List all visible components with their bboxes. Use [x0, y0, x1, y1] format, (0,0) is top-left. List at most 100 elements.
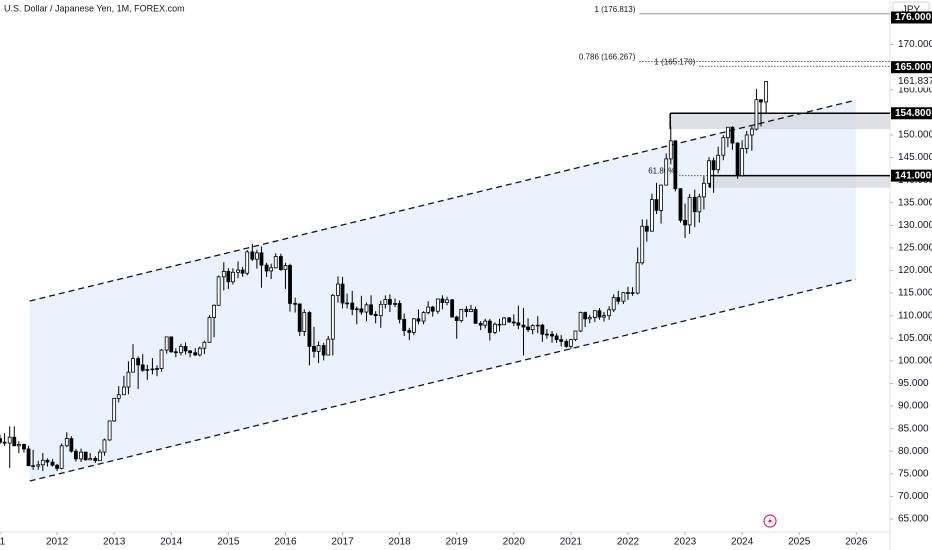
candle-body — [312, 345, 316, 352]
y-tick-label: 135.000 — [898, 197, 932, 208]
fib-label: 61.80% — [648, 167, 675, 176]
candle-body — [364, 304, 369, 313]
y-tick-label: 105.000 — [898, 333, 932, 344]
candle-body — [273, 256, 278, 269]
candle-body — [136, 358, 141, 366]
candle-body — [464, 308, 469, 313]
candle-body — [511, 321, 516, 324]
candle-body — [40, 459, 45, 466]
level-label: 165.000 — [895, 62, 932, 73]
y-tick-label: 130.000 — [898, 220, 932, 231]
candle-body — [416, 318, 421, 322]
candle-body — [212, 304, 216, 318]
candle-body — [640, 225, 645, 264]
level-label: 141.000 — [895, 170, 932, 181]
candle-body — [155, 368, 159, 370]
channel-fill — [29, 100, 856, 482]
candle-body — [245, 251, 250, 274]
currency[interactable]: JPY — [902, 5, 921, 16]
candle-body — [216, 276, 221, 306]
x-tick-label: 2023 — [674, 537, 697, 548]
candle-body — [654, 199, 659, 211]
candle-body — [264, 264, 269, 272]
zone — [710, 175, 890, 188]
x-tick-label: 2017 — [331, 537, 354, 548]
candle-body — [721, 137, 726, 156]
candle-body — [530, 325, 535, 331]
y-tick-label: 125.000 — [898, 243, 932, 254]
candle-body — [473, 308, 478, 324]
fib-label: 1 (165.170) — [654, 58, 695, 67]
candle-body — [388, 299, 392, 305]
candle-body — [64, 438, 69, 447]
candle-body — [193, 352, 198, 356]
candle-body — [707, 160, 711, 184]
candle-body — [535, 324, 540, 327]
candle-body — [764, 81, 769, 103]
level-box — [891, 169, 932, 182]
candle-body — [173, 351, 178, 354]
last-price-box — [891, 75, 932, 88]
x-tick-label: 2012 — [46, 537, 69, 548]
candle-body — [183, 345, 188, 352]
candle-body — [121, 386, 126, 396]
candle-body — [430, 306, 435, 312]
candle-body — [459, 308, 464, 322]
candle-body — [749, 128, 754, 136]
candle-body — [12, 436, 17, 447]
candle-body — [564, 341, 569, 347]
candle-body — [521, 324, 526, 328]
candle-body — [735, 142, 740, 177]
candle-body — [630, 292, 635, 294]
candle-body — [616, 297, 621, 302]
candle-body — [221, 270, 226, 278]
candle-body — [22, 444, 26, 450]
y-tick-label: 70.000 — [898, 491, 929, 502]
candle-body — [330, 294, 335, 340]
candle-body — [611, 297, 616, 311]
candle-body — [592, 310, 597, 318]
candle-body — [55, 464, 59, 469]
y-tick-label: 115.000 — [898, 288, 932, 299]
x-tick-label: 2014 — [160, 537, 183, 548]
candle-body — [559, 339, 564, 342]
level-label: 154.800 — [895, 108, 932, 119]
candle-body — [140, 364, 145, 371]
candle-body — [545, 333, 549, 336]
candle-body — [79, 451, 83, 460]
candle-body — [7, 436, 12, 444]
x-tick-label: 2018 — [388, 537, 411, 548]
candle-body — [421, 312, 426, 322]
fib-label: 1 (176.813) — [594, 5, 635, 14]
candle-body — [126, 371, 131, 388]
candle-body — [573, 330, 578, 341]
candle-body — [373, 313, 378, 317]
candle-body — [664, 158, 669, 186]
candle-body — [283, 265, 288, 270]
level-box — [891, 61, 932, 74]
candle-body — [644, 225, 649, 232]
candle-body — [602, 315, 606, 318]
candle-body — [345, 302, 349, 305]
candle-body — [369, 304, 373, 315]
candle-body — [497, 323, 502, 326]
candle-body — [150, 368, 155, 371]
candle-body — [112, 397, 117, 422]
candle-body — [402, 318, 407, 331]
candle-body — [350, 302, 355, 310]
y-tick-label: 170.000 — [898, 39, 932, 50]
candle-body — [597, 310, 602, 318]
x-tick-label: 2022 — [617, 537, 640, 548]
candle-body — [145, 369, 150, 371]
candle-body — [131, 358, 135, 373]
candle-body — [426, 306, 431, 313]
candle-body — [450, 299, 455, 318]
candle-body — [740, 148, 745, 177]
candle-body — [568, 339, 573, 347]
y-tick-label: 75.000 — [898, 468, 929, 479]
lightning-icon[interactable] — [763, 514, 777, 528]
candle-body — [179, 345, 183, 354]
candle-body — [383, 299, 388, 305]
y-tick-label: 80.000 — [898, 446, 929, 457]
